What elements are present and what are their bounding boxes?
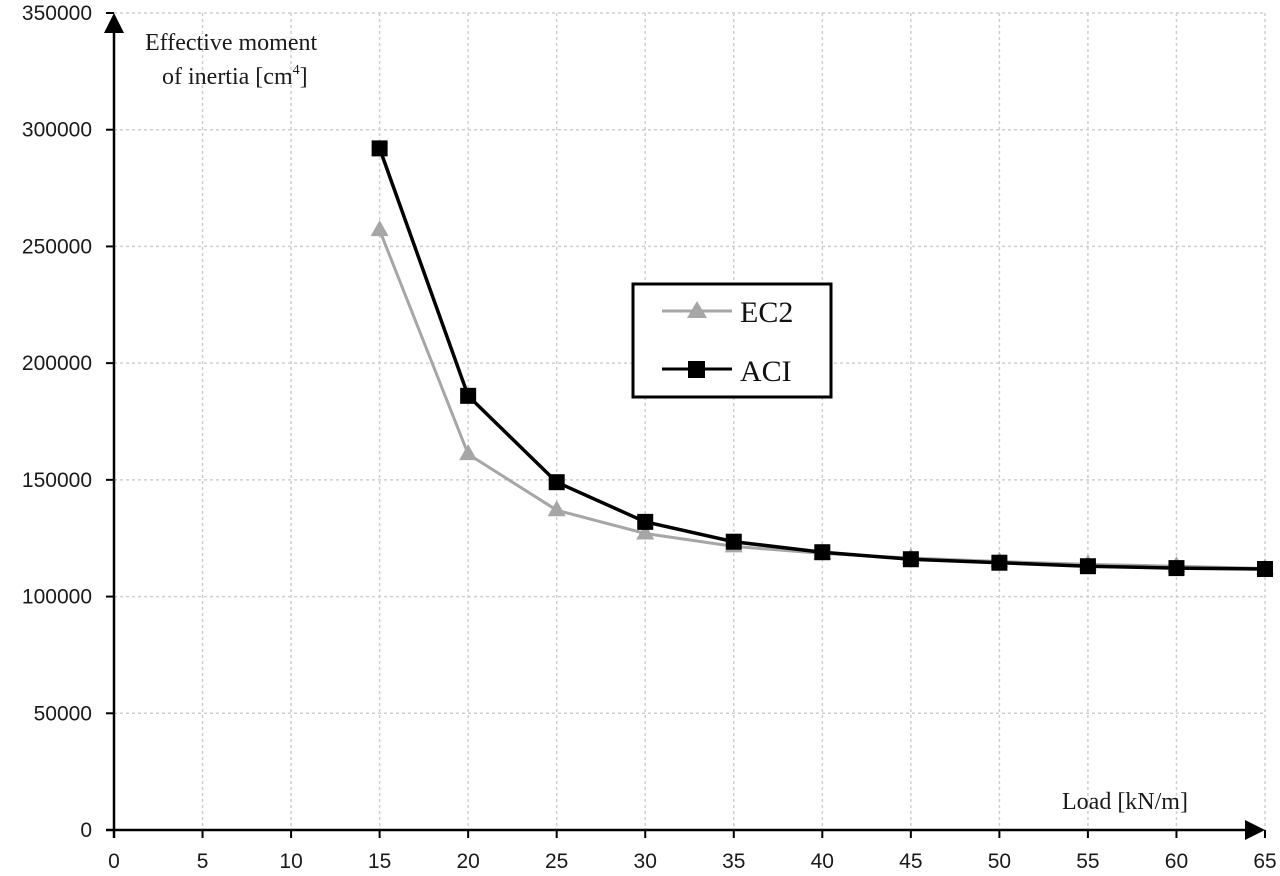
x-tick-label: 0 xyxy=(108,850,120,873)
triangle-marker-icon xyxy=(636,523,655,540)
x-tick-label: 20 xyxy=(456,850,479,873)
square-marker-icon xyxy=(1257,561,1273,578)
triangle-marker-icon xyxy=(547,500,566,517)
y-tick-label: 50000 xyxy=(34,702,92,725)
triangle-marker-icon xyxy=(370,220,389,237)
y-tick-label: 250000 xyxy=(22,235,92,258)
svg-text:EC2: EC2 xyxy=(740,296,793,329)
data-series xyxy=(370,140,1274,578)
square-marker-icon xyxy=(725,533,742,550)
square-marker-icon xyxy=(688,361,705,378)
square-marker-icon xyxy=(637,513,654,530)
square-marker-icon xyxy=(1168,560,1185,577)
square-marker-icon xyxy=(371,140,388,157)
x-axis-title: Load [kN/m] xyxy=(1062,789,1188,815)
tick-labels: 0 5 10 15 20 25 30 35 40 45 50 55 60 65 0 50000 100000 15… xyxy=(22,2,1277,873)
x-tick-label: 45 xyxy=(899,850,922,873)
y-tick-label: 150000 xyxy=(22,469,92,492)
square-marker-icon xyxy=(814,544,831,561)
x-tick-label: 15 xyxy=(368,850,391,873)
svg-text:ACI: ACI xyxy=(740,355,792,388)
x-tick-label: 65 xyxy=(1253,850,1276,873)
y-tick-label: 300000 xyxy=(22,119,92,142)
triangle-marker-icon xyxy=(459,444,478,461)
x-tick-label: 5 xyxy=(197,850,209,873)
square-marker-icon xyxy=(548,474,565,491)
y-axis-title-line1: Effective moment xyxy=(145,30,317,56)
y-axis-arrow-icon xyxy=(104,13,124,33)
x-tick-label: 55 xyxy=(1076,850,1099,873)
legend: EC2 ACI xyxy=(631,282,833,399)
x-tick-label: 30 xyxy=(634,850,657,873)
legend-item-ec2: EC2 xyxy=(662,296,793,329)
y-tick-label: 0 xyxy=(80,819,92,842)
y-tick-label: 100000 xyxy=(22,586,92,609)
x-tick-label: 35 xyxy=(722,850,745,873)
square-marker-icon xyxy=(1079,558,1096,575)
square-marker-icon xyxy=(991,554,1008,571)
axes xyxy=(104,12,1266,840)
series-aci xyxy=(371,140,1273,578)
legend-box xyxy=(631,282,833,399)
x-tick-label: 25 xyxy=(545,850,568,873)
y-axis-title-line2: of inertia [cm4] xyxy=(162,63,308,90)
square-marker-icon xyxy=(460,387,477,404)
x-tick-label: 40 xyxy=(811,850,834,873)
x-tick-label: 10 xyxy=(279,850,302,873)
x-tick-label: 60 xyxy=(1165,850,1188,873)
triangle-marker-icon xyxy=(687,301,707,318)
grid-lines xyxy=(114,12,1266,830)
x-axis-arrow-icon xyxy=(1245,820,1265,840)
x-tick-label: 50 xyxy=(988,850,1011,873)
square-marker-icon xyxy=(902,551,919,568)
legend-item-aci: ACI xyxy=(662,355,792,388)
y-tick-label: 200000 xyxy=(22,352,92,375)
y-tick-label: 350000 xyxy=(22,2,92,25)
